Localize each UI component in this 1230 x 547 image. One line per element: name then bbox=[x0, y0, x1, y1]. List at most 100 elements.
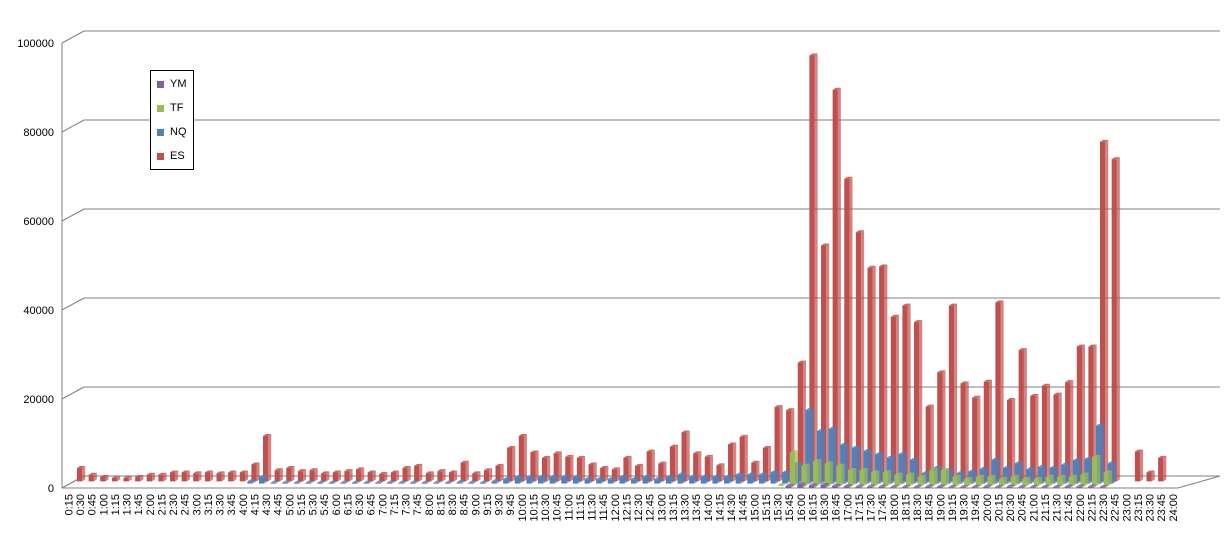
bar-YM bbox=[832, 485, 838, 488]
bar-ES-side bbox=[593, 462, 597, 482]
x-tick-label: 7:00 bbox=[377, 494, 389, 515]
bar-ES-top bbox=[1007, 397, 1016, 400]
bar-ES bbox=[332, 472, 338, 482]
bar-NQ bbox=[631, 479, 637, 484]
bar-ES-side bbox=[861, 230, 865, 482]
bar-NQ-top bbox=[398, 480, 407, 483]
bar-YM bbox=[820, 484, 826, 488]
bar-ES-top bbox=[530, 450, 539, 453]
bar-NQ bbox=[1096, 425, 1102, 484]
bar-YM-top bbox=[948, 485, 957, 488]
x-tick-label: 19:15 bbox=[947, 494, 959, 522]
bar-ES bbox=[983, 381, 989, 482]
bar-TF-top bbox=[801, 463, 810, 466]
bar-NQ-side bbox=[903, 452, 907, 484]
x-tick-label: 14:00 bbox=[703, 494, 715, 522]
bar-YM-top bbox=[960, 485, 969, 488]
bar-YM bbox=[1018, 487, 1024, 489]
x-tick-label: 0:30 bbox=[75, 494, 87, 515]
bar-TF bbox=[847, 470, 854, 486]
bar-NQ bbox=[910, 459, 916, 484]
bar-ES-top bbox=[193, 471, 202, 474]
bar-ES bbox=[135, 476, 141, 482]
bar-ES-side bbox=[256, 462, 260, 482]
bar-ES bbox=[309, 470, 315, 482]
x-tick-label: 14:45 bbox=[738, 494, 750, 522]
bar-ES-top bbox=[704, 454, 713, 457]
bar-ES-side bbox=[105, 474, 109, 482]
x-tick-label: 9:45 bbox=[505, 494, 517, 515]
bar-YM bbox=[925, 486, 931, 488]
bar-ES bbox=[495, 465, 501, 482]
bar-ES bbox=[635, 465, 641, 482]
bar-ES bbox=[693, 453, 699, 482]
bar-NQ-side bbox=[729, 474, 733, 484]
bar-TF-side bbox=[899, 472, 903, 486]
bar-ES-side bbox=[151, 472, 155, 482]
bar-ES-top bbox=[565, 454, 574, 457]
bar-NQ-side bbox=[752, 472, 756, 484]
bar-ES bbox=[216, 473, 222, 482]
x-tick-label: 4:30 bbox=[261, 494, 273, 515]
bar-TF-side bbox=[911, 472, 915, 486]
bar-NQ bbox=[619, 476, 625, 484]
bar-TF bbox=[813, 461, 819, 486]
bars bbox=[77, 53, 1167, 489]
bar-NQ-side bbox=[822, 429, 826, 484]
bar-ES-side bbox=[837, 87, 841, 482]
x-tick-label: 3:00 bbox=[191, 494, 203, 515]
bar-YM-top bbox=[1076, 484, 1085, 487]
bar-ES bbox=[937, 372, 943, 482]
bar-ES-top bbox=[158, 472, 167, 475]
bar-ES-top bbox=[483, 468, 493, 471]
x-tick-label: 8:45 bbox=[459, 494, 471, 515]
bar-ES-side bbox=[977, 395, 981, 482]
bar-ES bbox=[1088, 346, 1094, 482]
bar-ES-side bbox=[454, 470, 458, 482]
bar-YM bbox=[1087, 486, 1094, 488]
bar-NQ-top bbox=[247, 479, 256, 482]
bar-ES-top bbox=[286, 466, 295, 469]
bar-NQ bbox=[747, 474, 753, 484]
bar-NQ bbox=[863, 451, 869, 484]
bar-YM bbox=[971, 487, 977, 489]
bar-ES-top bbox=[948, 303, 958, 306]
bar-ES-side bbox=[1058, 392, 1062, 482]
bar-ES-side bbox=[372, 470, 376, 482]
bar-NQ-top bbox=[689, 474, 698, 477]
bar-ES-top bbox=[646, 449, 655, 452]
bar-ES-side bbox=[1070, 380, 1074, 482]
bar-ES-side bbox=[547, 455, 551, 482]
bar-ES bbox=[623, 457, 629, 482]
bar-ES bbox=[995, 302, 1001, 482]
legend-label: YM bbox=[170, 78, 187, 90]
bar-NQ-side bbox=[1089, 457, 1093, 484]
x-tick-label: 5:30 bbox=[308, 494, 320, 515]
bar-NQ-side bbox=[1008, 466, 1012, 484]
bar-TF bbox=[1022, 479, 1028, 486]
bar-YM-top bbox=[983, 484, 992, 487]
bar-NQ bbox=[724, 476, 730, 484]
bar-TF bbox=[1103, 472, 1109, 486]
bar-NQ bbox=[514, 476, 520, 484]
bar-NQ-side bbox=[380, 480, 384, 484]
bar-NQ-top bbox=[991, 457, 1000, 460]
bar-ES-side bbox=[930, 404, 934, 482]
bar-ES bbox=[356, 469, 362, 482]
bar-NQ bbox=[352, 482, 358, 484]
bar-ES bbox=[809, 55, 815, 482]
bar-TF-top bbox=[813, 459, 822, 462]
bar-ES-top bbox=[890, 314, 899, 317]
bar-ES-top bbox=[914, 320, 923, 323]
bar-ES bbox=[321, 473, 327, 482]
legend-swatch bbox=[157, 152, 164, 160]
bar-NQ-side bbox=[1077, 458, 1081, 484]
bar-ES-top bbox=[1076, 344, 1085, 347]
bar-ES bbox=[367, 472, 373, 482]
bar-ES bbox=[576, 457, 583, 482]
bar-YM bbox=[1041, 487, 1047, 489]
bar-YM bbox=[855, 486, 861, 488]
bar-ES-top bbox=[681, 430, 690, 433]
x-tick-label: 10:45 bbox=[552, 494, 564, 522]
